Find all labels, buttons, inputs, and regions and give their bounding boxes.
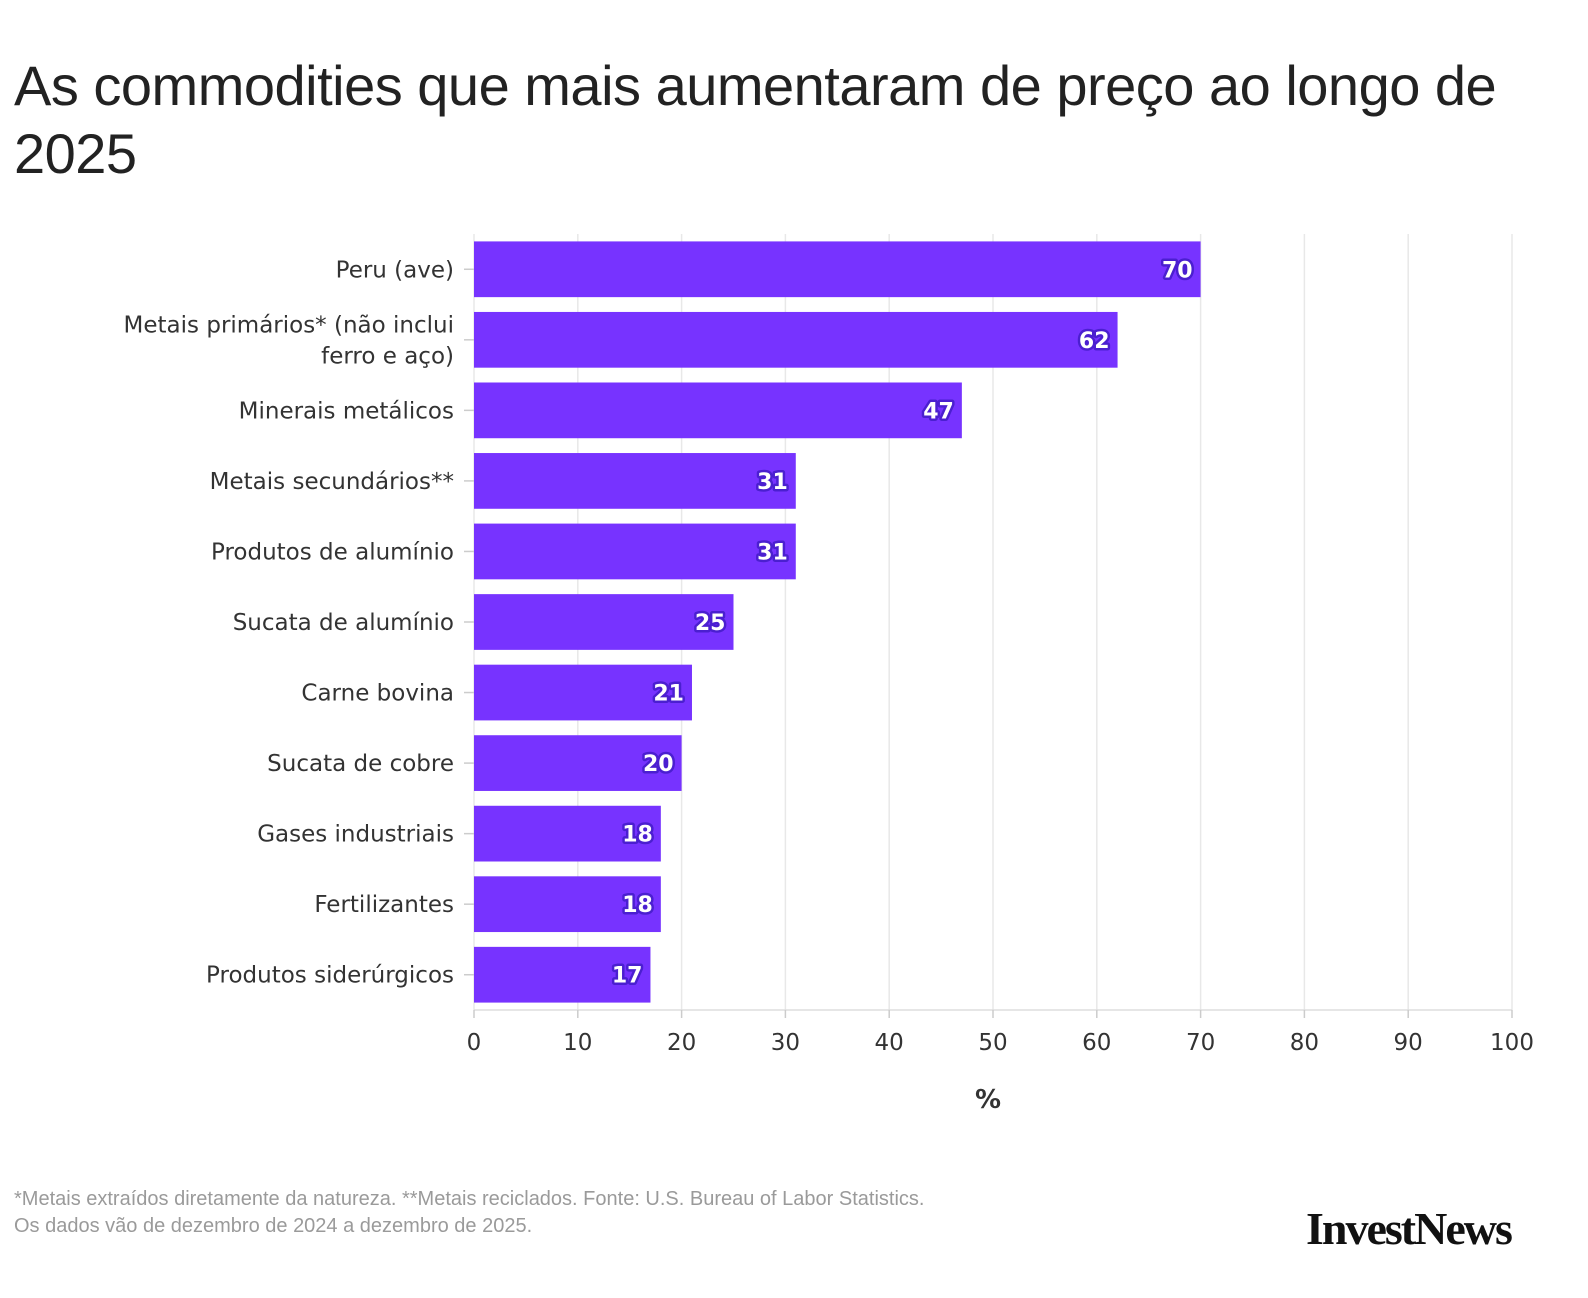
category-label-8: Gases industriais	[257, 822, 454, 848]
bar-7	[474, 735, 682, 791]
value-label-1: 62	[1079, 329, 1110, 354]
x-tick-label-30: 30	[771, 1030, 800, 1056]
bar-3	[474, 453, 796, 509]
x-tick-label-20: 20	[667, 1030, 696, 1056]
category-labels: Peru (ave) Metais primários* (não inclui f…	[124, 257, 474, 989]
bars: 70 62 47 31 31 25 21 20 18 18 17	[474, 241, 1201, 1003]
brand-logo: InvestNews	[1306, 1203, 1513, 1254]
value-label-3: 31	[757, 470, 788, 495]
x-tick-label-80: 80	[1290, 1030, 1319, 1056]
x-tick-label-50: 50	[978, 1030, 1007, 1056]
category-label-0: Peru (ave)	[336, 257, 454, 283]
x-tick-label-40: 40	[875, 1030, 904, 1056]
category-label-7: Sucata de cobre	[267, 751, 454, 777]
bar-0	[474, 241, 1201, 298]
category-label-1: Metais primários* (não inclui ferro e aço…	[124, 312, 454, 369]
category-label-5: Sucata de alumínio	[233, 610, 454, 636]
category-label-6: Carne bovina	[301, 681, 454, 707]
value-label-4: 31	[757, 540, 788, 565]
bar-8	[474, 805, 661, 862]
category-label-9: Fertilizantes	[314, 892, 454, 918]
value-label-6: 21	[653, 682, 684, 707]
category-label-3: Metais secundários**	[210, 469, 454, 495]
value-label-7: 20	[643, 752, 674, 777]
value-label-9: 18	[622, 893, 653, 918]
x-tick-label-10: 10	[563, 1030, 592, 1056]
value-label-10: 17	[612, 964, 643, 989]
bar-6	[474, 664, 692, 721]
value-label-5: 25	[695, 611, 726, 636]
category-label-10: Produtos siderúrgicos	[206, 963, 454, 989]
x-axis-title: %	[975, 1085, 1001, 1115]
chart-title: As commodities que mais aumentaram de pr…	[14, 54, 1497, 185]
footnote-line-2: Os dados vão de dezembro de 2024 a dezem…	[14, 1215, 533, 1237]
value-label-2: 47	[923, 399, 954, 424]
bar-chart: 70 62 47 31 31 25 21 20 18 18 17 Peru (ave) Metais …	[124, 234, 1534, 1115]
category-label-2: Minerais metálicos	[239, 398, 454, 424]
x-tick-label-70: 70	[1186, 1030, 1215, 1056]
value-label-8: 18	[622, 823, 653, 848]
bar-2	[474, 382, 962, 439]
bar-10	[474, 946, 651, 1003]
x-tick-label-0: 0	[467, 1030, 482, 1056]
bar-1	[474, 311, 1118, 368]
bar-5	[474, 594, 734, 650]
x-axis-ticks: 0 10 20 30 40 50 60 70 80 90 100	[467, 1010, 1534, 1056]
bar-9	[474, 876, 661, 933]
x-tick-label-60: 60	[1082, 1030, 1111, 1056]
footnote-line-1: *Metais extraídos diretamente da naturez…	[14, 1188, 925, 1210]
value-label-0: 70	[1162, 258, 1193, 283]
bar-4	[474, 523, 796, 580]
x-tick-label-90: 90	[1394, 1030, 1423, 1056]
x-tick-label-100: 100	[1490, 1030, 1534, 1056]
category-label-4: Produtos de alumínio	[211, 539, 454, 565]
footnote: *Metais extraídos diretamente da naturez…	[14, 1186, 924, 1240]
